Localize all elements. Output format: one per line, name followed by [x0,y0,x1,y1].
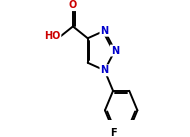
Text: N: N [101,65,109,75]
Text: HO: HO [44,32,60,42]
Text: N: N [111,45,119,55]
Text: F: F [110,128,116,137]
Text: N: N [101,26,109,36]
Text: O: O [69,0,77,10]
